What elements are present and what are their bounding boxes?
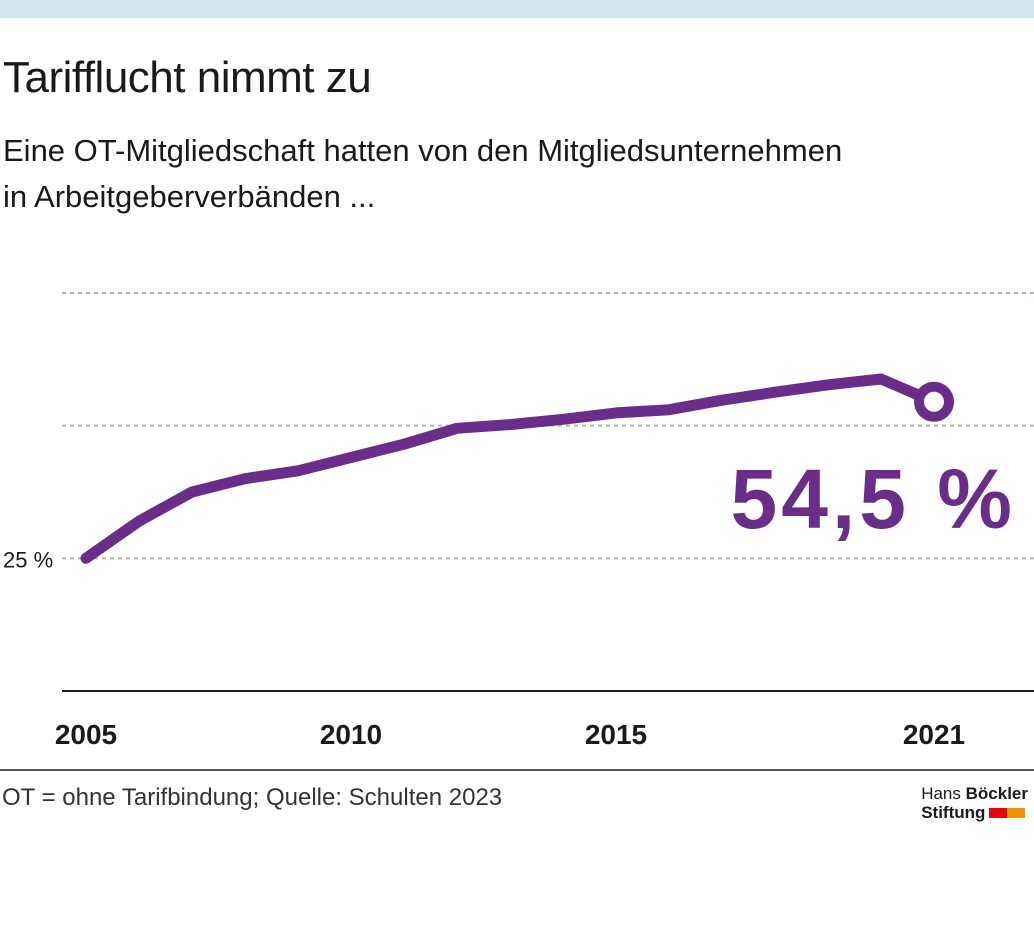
x-tick-label: 2015 xyxy=(585,719,647,750)
axes xyxy=(0,690,1034,771)
y-tick-label: 25 % xyxy=(3,547,53,572)
series-line xyxy=(80,373,940,564)
x-tick-label: 2010 xyxy=(320,719,382,750)
brand-color-bar xyxy=(989,807,1026,818)
brand-word-hans: Hans xyxy=(921,784,961,803)
subtitle-line-1: Eine OT-Mitgliedschaft hatten von den Mi… xyxy=(3,133,843,168)
chart-subtitle: Eine OT-Mitgliedschaft hatten von den Mi… xyxy=(3,128,903,220)
series xyxy=(80,373,954,564)
chart-title: Tarifflucht nimmt zu xyxy=(3,53,372,102)
grid-lines xyxy=(62,292,1034,560)
x-tick-label: 2005 xyxy=(55,719,117,750)
highlight-value-label: 54,5 % xyxy=(730,452,1016,546)
brand-word-boeckler: Böckler xyxy=(965,784,1028,803)
y-tick-labels: 25 % xyxy=(3,547,53,572)
brand-color-red xyxy=(989,807,1008,818)
top-band xyxy=(0,0,1034,18)
subtitle-line-2: in Arbeitgeberverbänden ... xyxy=(3,179,376,214)
brand-color-orange xyxy=(1007,807,1026,818)
brand-word-stiftung: Stiftung xyxy=(921,803,986,822)
x-tick-label: 2021 xyxy=(903,719,965,750)
brand-logo: Hans Böckler Stiftung xyxy=(921,784,1028,822)
source-note: OT = ohne Tarifbindung; Quelle: Schulten… xyxy=(2,784,503,811)
x-tick-labels: 2005 2010 2015 2021 xyxy=(55,719,965,750)
highlight-point xyxy=(914,381,954,422)
annotations: 54,5 % xyxy=(730,452,1016,546)
